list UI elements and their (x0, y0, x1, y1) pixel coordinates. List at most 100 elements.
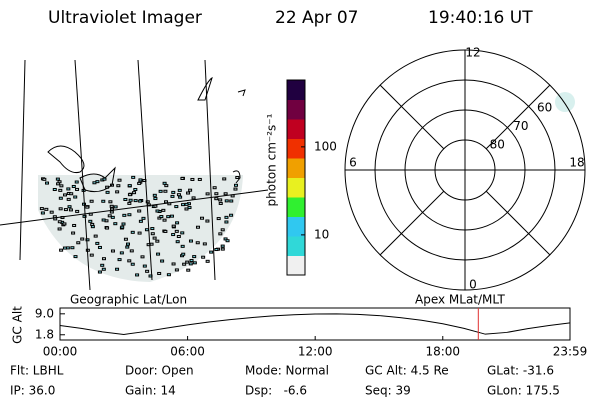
map-pixel (218, 232, 223, 236)
map-pixel (120, 225, 125, 229)
colorbar-cell (287, 132, 305, 136)
map (0, 59, 269, 291)
map-pixel (123, 237, 128, 241)
polar-label: Apex MLat/MLT (415, 293, 505, 307)
map-pixel (115, 267, 120, 271)
map-pixel (188, 239, 193, 243)
map-pixel (57, 220, 62, 224)
map-pixel (140, 255, 145, 259)
polar-ring-label: 70 (513, 119, 528, 133)
colorbar-cell (287, 219, 305, 224)
map-pixel (45, 181, 50, 185)
map-pixel (214, 197, 219, 201)
colorbar-cell (287, 138, 305, 143)
x-tick-label: 12:00 (298, 345, 333, 359)
colorbar-cell (287, 200, 305, 204)
map-pixel (109, 210, 114, 214)
x-tick-label: 00:00 (43, 345, 78, 359)
polar-clock-label: 6 (349, 156, 357, 170)
map-pixel (163, 229, 168, 233)
map-pixel (109, 204, 114, 208)
map-pixel (190, 177, 195, 181)
map-pixel (223, 237, 228, 241)
map-pixel (101, 257, 106, 261)
map-pixel (218, 198, 223, 202)
map-pixel (178, 195, 183, 199)
map-pixel (155, 239, 160, 243)
map-pixel (127, 201, 132, 205)
map-pixel (52, 187, 57, 191)
map-pixel (160, 259, 165, 263)
map-pixel (95, 180, 100, 184)
map-pixel (155, 209, 160, 213)
map-pixel (205, 192, 210, 196)
map-pixel (182, 262, 187, 266)
map-pixel (110, 249, 115, 253)
map-pixel (152, 193, 157, 197)
map-pixel (90, 222, 95, 226)
map-pixel (56, 182, 61, 186)
map-pixel (71, 184, 76, 188)
map-pixel (97, 245, 102, 249)
map-pixel (71, 231, 76, 235)
polar-spoke (485, 190, 551, 256)
map-pixel (163, 189, 168, 193)
map-pixel (137, 209, 142, 213)
map-pixel (115, 190, 120, 194)
map-pixel (58, 188, 63, 192)
status-field: IP: 36.0 (10, 384, 55, 398)
colorbar-cell (287, 193, 305, 198)
map-pixel (214, 248, 219, 252)
map-pixel (127, 213, 132, 217)
map-pixel (152, 236, 157, 240)
colorbar-cell (287, 177, 305, 182)
map-pixel (202, 242, 207, 246)
x-tick-label: 06:00 (170, 345, 205, 359)
map-pixel (181, 203, 186, 207)
map-pixel (67, 205, 72, 209)
map-pixel (75, 187, 80, 191)
map-pixel (95, 241, 100, 245)
colorbar-cell (287, 180, 305, 185)
map-pixel (40, 211, 45, 215)
map-pixel (223, 192, 228, 196)
map-pixel (135, 273, 140, 277)
colorbar-cell (287, 187, 305, 191)
map-pixel (175, 240, 180, 244)
map-pixel (117, 258, 122, 262)
polar-ring-label: 60 (537, 100, 552, 114)
map-pixel (68, 208, 73, 212)
map-pixel (88, 219, 93, 223)
map-pixel (166, 273, 171, 277)
map-pixel (122, 213, 127, 217)
polar-spoke (485, 84, 551, 150)
colorbar-cell (287, 164, 305, 169)
status-field: Door: Open (125, 364, 194, 378)
map-pixel (127, 184, 132, 188)
map-pixel (110, 215, 115, 219)
map-pixel (150, 227, 155, 231)
map-pixel (97, 270, 102, 274)
map-pixel (145, 269, 150, 273)
map-pixel (121, 222, 126, 226)
map-pixel (235, 176, 240, 180)
map-pixel (85, 238, 90, 242)
map-pixel (180, 176, 185, 180)
colorbar-cell (287, 154, 305, 159)
map-pixel (209, 250, 214, 254)
map-pixel (127, 259, 132, 263)
y-tick-label: 1.8 (35, 327, 54, 341)
map-pixel (119, 251, 124, 255)
map-pixel (69, 192, 74, 196)
map-pixel (214, 192, 219, 196)
map-pixel (138, 178, 143, 182)
map-pixel (233, 183, 238, 187)
map-pixel (127, 193, 132, 197)
colorbar-cell (287, 184, 305, 188)
colorbar-cell (287, 115, 305, 120)
map-pixel (144, 228, 149, 232)
map-pixel (58, 196, 63, 200)
colorbar-tick-label: 10 (314, 227, 329, 241)
map-pixel (107, 214, 112, 218)
status-field: Gain: 14 (125, 384, 176, 398)
